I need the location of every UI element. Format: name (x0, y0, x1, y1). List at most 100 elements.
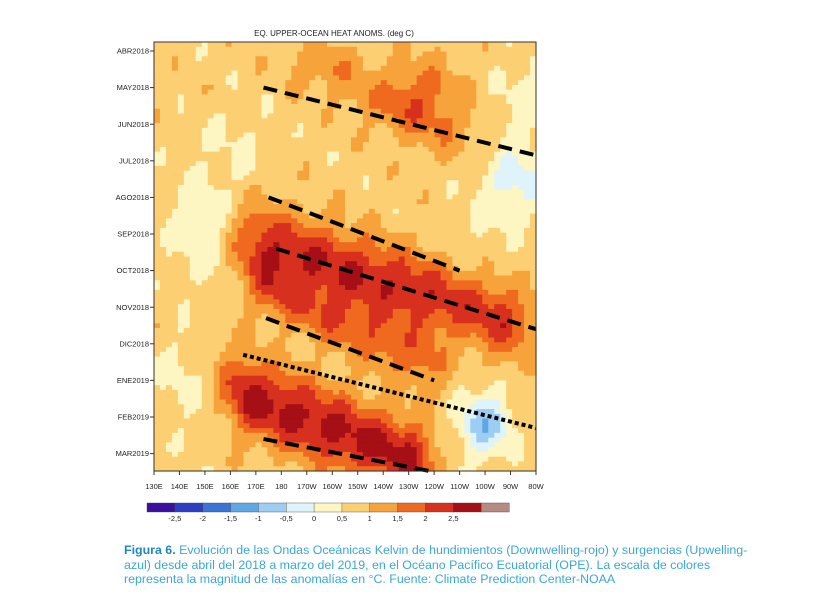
heatmap-cell (530, 127, 537, 134)
heatmap-cell (243, 84, 251, 91)
heatmap-cell (404, 256, 412, 262)
heatmap-cell (321, 185, 328, 191)
heatmap-cell (380, 204, 388, 210)
heatmap-cell (434, 46, 442, 53)
heatmap-cell (261, 375, 269, 382)
heatmap-cell (279, 337, 286, 343)
heatmap-cell (165, 313, 173, 320)
heatmap-cell (183, 99, 191, 105)
heatmap-cell (309, 266, 316, 272)
heatmap-cell (291, 156, 298, 162)
heatmap-cell (159, 204, 167, 210)
heatmap-cell (219, 370, 227, 377)
heatmap-cell (356, 151, 364, 157)
heatmap-cell (410, 75, 418, 81)
heatmap-cell (201, 46, 209, 53)
heatmap-cell (356, 118, 364, 124)
heatmap-cell (225, 304, 233, 310)
heatmap-cell (333, 399, 340, 405)
heatmap-cell (207, 75, 215, 81)
heatmap-cell (500, 89, 507, 96)
heatmap-cell (368, 289, 376, 296)
heatmap-cell (333, 332, 340, 339)
heatmap-cell (464, 375, 471, 382)
heatmap-cell (171, 375, 179, 382)
heatmap-cell (285, 313, 292, 320)
heatmap-cell (500, 80, 507, 86)
heatmap-cell (321, 389, 328, 396)
heatmap-cell (327, 70, 334, 76)
heatmap-cell (506, 361, 513, 367)
heatmap-cell (309, 261, 316, 267)
heatmap-cell (500, 127, 507, 134)
heatmap-cell (500, 84, 507, 91)
heatmap-cell (386, 266, 394, 272)
heatmap-cell (350, 51, 358, 57)
heatmap-cell (249, 180, 257, 186)
heatmap-cell (207, 242, 215, 248)
heatmap-cell (476, 80, 483, 86)
heatmap-cell (231, 213, 239, 219)
heatmap-cell (171, 51, 179, 57)
hovmoller-figure: EQ. UPPER-OCEAN HEAT ANOMS. (deg C) ABR2… (116, 29, 545, 523)
heatmap-cell (416, 151, 424, 157)
heatmap-cell (416, 318, 424, 324)
heatmap-cell (309, 61, 316, 67)
heatmap-cell (512, 404, 519, 410)
heatmap-cell (458, 280, 465, 286)
heatmap-cell (494, 189, 501, 196)
heatmap-cell (512, 385, 519, 391)
heatmap-cell (159, 113, 167, 119)
heatmap-cell (440, 313, 448, 320)
heatmap-cell (524, 170, 531, 177)
heatmap-cell (154, 180, 161, 186)
heatmap-cell (321, 251, 328, 258)
heatmap-cell (285, 142, 292, 148)
heatmap-cell (177, 332, 185, 339)
heatmap-cell (219, 266, 227, 272)
heatmap-cell (512, 399, 519, 405)
heatmap-cell (273, 361, 280, 367)
heatmap-cell (195, 89, 203, 96)
heatmap-cell (225, 80, 233, 86)
heatmap-cell (165, 256, 173, 262)
heatmap-cell (183, 189, 191, 196)
heatmap-cell (416, 375, 424, 382)
heatmap-cell (446, 161, 454, 167)
heatmap-cell (255, 232, 263, 239)
heatmap-cell (207, 227, 215, 234)
heatmap-cell (213, 399, 221, 405)
heatmap-cell (201, 132, 209, 138)
heatmap-cell (482, 323, 489, 329)
heatmap-cell (297, 304, 304, 310)
heatmap-cell (285, 99, 292, 105)
heatmap-cell (231, 204, 239, 210)
heatmap-cell (171, 332, 179, 339)
heatmap-cell (434, 337, 442, 343)
heatmap-cell (225, 328, 233, 334)
heatmap-cell (530, 385, 537, 391)
heatmap-cell (303, 170, 310, 177)
heatmap-cell (171, 389, 179, 396)
heatmap-cell (255, 351, 263, 358)
heatmap-cell (494, 237, 501, 243)
heatmap-cell (267, 299, 274, 305)
heatmap-cell (500, 385, 507, 391)
heatmap-cell (225, 227, 233, 234)
heatmap-cell (434, 56, 442, 62)
heatmap-cell (231, 280, 239, 286)
heatmap-cell (500, 289, 507, 296)
heatmap-cell (165, 65, 173, 72)
heatmap-cell (189, 237, 197, 243)
heatmap-cell (458, 99, 465, 105)
heatmap-cell (374, 80, 382, 86)
heatmap-cell (154, 151, 161, 157)
heatmap-cell (261, 65, 269, 72)
heatmap-cell (446, 56, 454, 62)
heatmap-cell (356, 347, 364, 353)
heatmap-cell (464, 51, 471, 57)
heatmap-cell (303, 337, 310, 343)
heatmap-cell (524, 99, 531, 105)
heatmap-cell (237, 375, 245, 382)
heatmap-cell (291, 84, 298, 91)
